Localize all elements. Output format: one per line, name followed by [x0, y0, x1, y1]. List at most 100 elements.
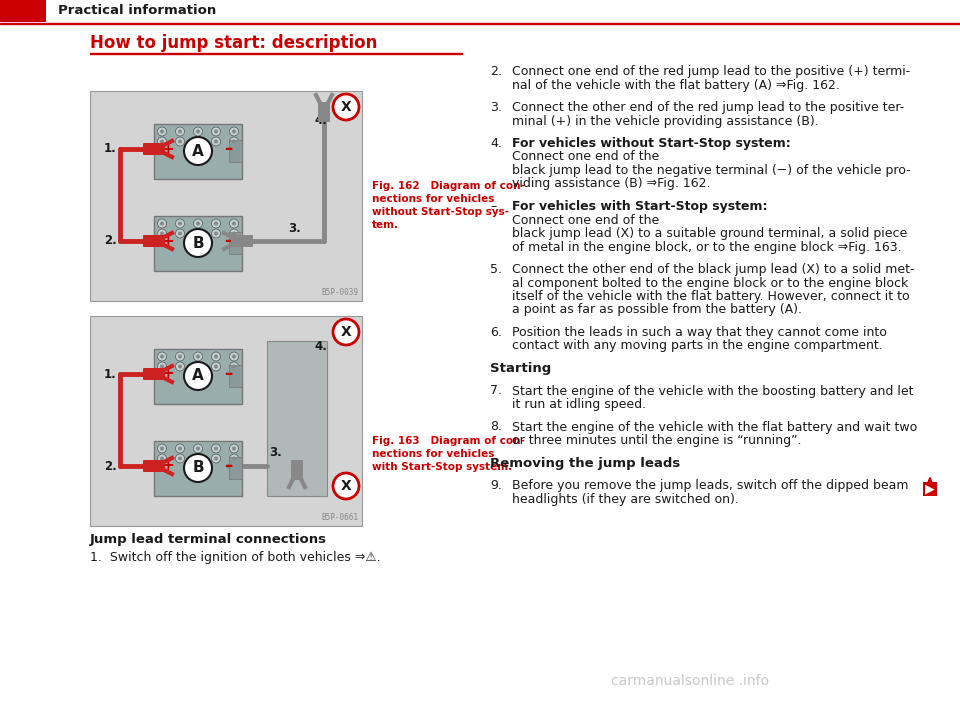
Circle shape	[211, 229, 221, 238]
Circle shape	[232, 365, 236, 369]
Circle shape	[196, 365, 200, 369]
Circle shape	[214, 130, 218, 133]
Text: –: –	[224, 140, 232, 158]
Text: 1.  Switch off the ignition of both vehicles ⇒⚠.: 1. Switch off the ignition of both vehic…	[90, 550, 380, 564]
FancyBboxPatch shape	[923, 482, 937, 496]
Circle shape	[194, 454, 203, 463]
Text: black jump lead to the negative terminal (−) of the vehicle pro-: black jump lead to the negative terminal…	[512, 164, 911, 177]
Circle shape	[196, 139, 200, 144]
Text: black jump lead (X) to a suitable ground terminal, a solid piece: black jump lead (X) to a suitable ground…	[512, 227, 907, 240]
Text: 2.: 2.	[104, 459, 117, 472]
Text: +: +	[161, 367, 175, 381]
Text: 4.: 4.	[314, 114, 326, 128]
Text: itself of the vehicle with the flat battery. However, connect it to: itself of the vehicle with the flat batt…	[512, 290, 910, 303]
Text: a point as far as possible from the battery (A).: a point as far as possible from the batt…	[512, 304, 802, 316]
Circle shape	[157, 137, 166, 146]
Circle shape	[196, 456, 200, 461]
Text: 7.: 7.	[490, 385, 502, 397]
FancyBboxPatch shape	[318, 102, 330, 122]
Circle shape	[211, 454, 221, 463]
Circle shape	[196, 231, 200, 236]
Circle shape	[232, 222, 236, 226]
Text: Connect one end of the: Connect one end of the	[512, 214, 660, 226]
Circle shape	[184, 362, 212, 390]
Circle shape	[176, 219, 184, 228]
Circle shape	[157, 229, 166, 238]
Text: +: +	[161, 233, 175, 248]
Circle shape	[229, 454, 238, 463]
Circle shape	[229, 362, 238, 371]
Text: of metal in the engine block, or to the engine block ⇒Fig. 163.: of metal in the engine block, or to the …	[512, 240, 901, 254]
Text: 8.: 8.	[490, 421, 502, 433]
Circle shape	[214, 231, 218, 236]
FancyBboxPatch shape	[229, 232, 242, 254]
Circle shape	[157, 352, 166, 361]
Circle shape	[160, 365, 164, 369]
Text: 276: 276	[10, 4, 36, 18]
Circle shape	[211, 362, 221, 371]
Text: –: –	[224, 457, 232, 475]
Circle shape	[194, 362, 203, 371]
FancyBboxPatch shape	[143, 143, 165, 155]
Circle shape	[184, 229, 212, 257]
Circle shape	[214, 355, 218, 358]
Text: For vehicles without Start-Stop system:: For vehicles without Start-Stop system:	[512, 137, 791, 150]
Circle shape	[211, 444, 221, 453]
Text: without Start-Stop sys-: without Start-Stop sys-	[372, 207, 509, 217]
Circle shape	[214, 222, 218, 226]
Text: 6.: 6.	[490, 326, 502, 339]
Circle shape	[176, 352, 184, 361]
FancyBboxPatch shape	[143, 235, 165, 247]
Text: 4.: 4.	[314, 339, 326, 353]
Bar	[90, 53, 462, 54]
Text: A: A	[192, 144, 204, 158]
Text: carmanualsonline .info: carmanualsonline .info	[611, 674, 769, 688]
FancyBboxPatch shape	[0, 0, 46, 22]
FancyBboxPatch shape	[229, 457, 242, 479]
Text: with Start-Stop system.: with Start-Stop system.	[372, 462, 512, 472]
Text: 1.: 1.	[104, 367, 117, 381]
Text: A: A	[192, 369, 204, 383]
Circle shape	[157, 444, 166, 453]
FancyBboxPatch shape	[267, 341, 327, 496]
FancyBboxPatch shape	[90, 91, 362, 301]
Text: Connect one end of the: Connect one end of the	[512, 151, 660, 163]
Circle shape	[194, 137, 203, 146]
Circle shape	[160, 231, 164, 236]
Text: 3.: 3.	[269, 447, 281, 459]
Circle shape	[184, 454, 212, 482]
Circle shape	[211, 137, 221, 146]
Circle shape	[194, 219, 203, 228]
Text: Connect the other end of the red jump lead to the positive ter-: Connect the other end of the red jump le…	[512, 101, 904, 114]
Circle shape	[333, 319, 359, 345]
Circle shape	[196, 130, 200, 133]
Text: minal (+) in the vehicle providing assistance (B).: minal (+) in the vehicle providing assis…	[512, 114, 819, 128]
Text: or three minutes until the engine is “running”.: or three minutes until the engine is “ru…	[512, 434, 802, 447]
Text: B: B	[192, 236, 204, 250]
Circle shape	[211, 127, 221, 136]
Circle shape	[160, 139, 164, 144]
Text: For vehicles with Start-Stop system:: For vehicles with Start-Stop system:	[512, 200, 767, 213]
FancyBboxPatch shape	[143, 460, 165, 472]
Circle shape	[160, 456, 164, 461]
Circle shape	[157, 362, 166, 371]
Circle shape	[229, 229, 238, 238]
Text: nections for vehicles: nections for vehicles	[372, 449, 494, 459]
Text: Practical information: Practical information	[58, 4, 216, 18]
Text: it run at idling speed.: it run at idling speed.	[512, 398, 646, 411]
Circle shape	[229, 137, 238, 146]
Circle shape	[333, 473, 359, 499]
Text: B5P-0661: B5P-0661	[321, 513, 358, 522]
Text: Before you remove the jump leads, switch off the dipped beam: Before you remove the jump leads, switch…	[512, 479, 908, 492]
Text: Jump lead terminal connections: Jump lead terminal connections	[90, 533, 327, 545]
Circle shape	[178, 231, 182, 236]
Circle shape	[157, 219, 166, 228]
Text: –: –	[490, 200, 496, 213]
Circle shape	[184, 137, 212, 165]
Circle shape	[232, 231, 236, 236]
Text: 4.: 4.	[490, 137, 502, 150]
Text: headlights (if they are switched on).: headlights (if they are switched on).	[512, 493, 739, 505]
Text: –: –	[224, 232, 232, 250]
Text: 1.: 1.	[104, 142, 117, 156]
Circle shape	[196, 355, 200, 358]
